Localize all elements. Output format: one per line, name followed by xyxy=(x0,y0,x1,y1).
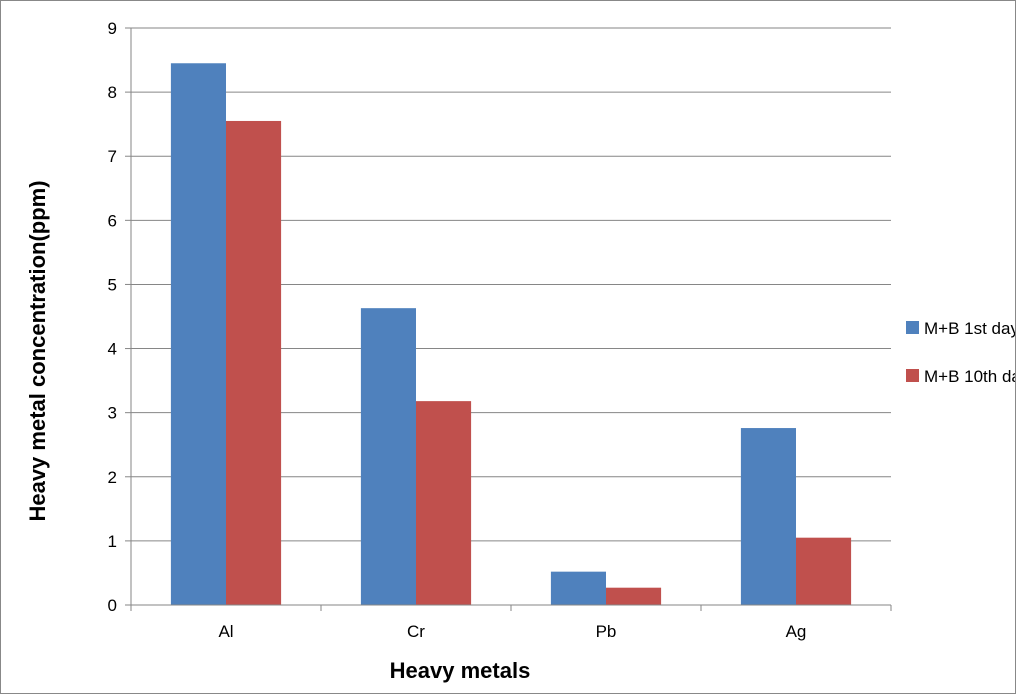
y-tick-label: 5 xyxy=(108,275,117,294)
y-tick-label: 1 xyxy=(108,532,117,551)
y-tick-labels: 0 1 2 3 4 5 6 7 8 9 xyxy=(108,19,117,615)
bar-cr-series-1 xyxy=(360,308,416,605)
legend-swatch xyxy=(906,369,919,382)
bar-al-series-2 xyxy=(226,120,282,605)
legend-label: M+B 10th day xyxy=(924,367,1015,386)
legend: M+B 1st day M+B 10th day xyxy=(906,319,1015,386)
legend-label: M+B 1st day xyxy=(924,319,1015,338)
y-tick-label: 2 xyxy=(108,468,117,487)
axes xyxy=(125,27,892,611)
y-tick-label: 7 xyxy=(108,147,117,166)
y-tick-label: 3 xyxy=(108,404,117,423)
y-tick-label: 8 xyxy=(108,83,117,102)
y-tick-label: 9 xyxy=(108,19,117,38)
x-tick-label: Pb xyxy=(596,622,617,641)
bars xyxy=(170,63,852,606)
bar-ag-series-1 xyxy=(740,428,796,605)
y-axis-title: Heavy metal concentration(ppm) xyxy=(25,180,50,521)
bar-pb-series-1 xyxy=(550,571,606,605)
bar-cr-series-2 xyxy=(416,401,472,605)
legend-swatch xyxy=(906,321,919,334)
x-tick-labels: Al Cr Pb Ag xyxy=(218,622,806,641)
x-axis-title: Heavy metals xyxy=(390,658,531,683)
x-tick-label: Ag xyxy=(786,622,807,641)
x-tick-label: Cr xyxy=(407,622,425,641)
y-tick-label: 6 xyxy=(108,211,117,230)
x-tick-label: Al xyxy=(218,622,233,641)
bar-ag-series-2 xyxy=(796,537,852,605)
bar-al-series-1 xyxy=(170,63,226,606)
y-tick-label: 0 xyxy=(108,596,117,615)
y-tick-label: 4 xyxy=(108,340,117,359)
bar-pb-series-2 xyxy=(606,587,662,605)
